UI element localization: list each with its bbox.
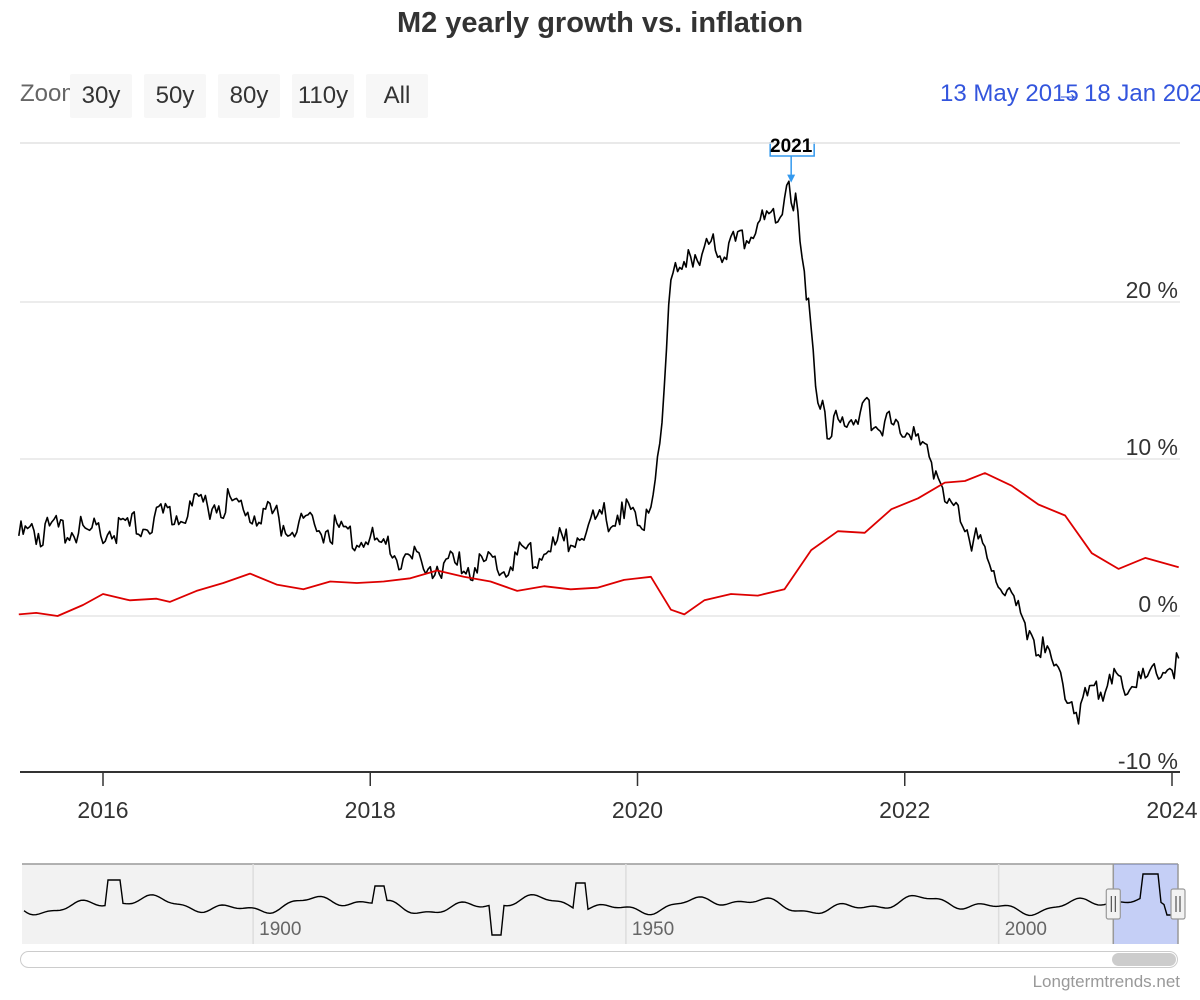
series-line-m2-growth xyxy=(18,180,1180,725)
navigator-handle-right[interactable] xyxy=(1170,864,1186,944)
y-axis-labels: -10 % 0 % 10 % 20 % xyxy=(1118,277,1178,774)
zoom-80y-button[interactable]: 80y xyxy=(218,74,280,118)
y-tick-label: 20 % xyxy=(1126,277,1178,303)
series-line-inflation xyxy=(18,472,1179,617)
y-tick-label: 10 % xyxy=(1126,434,1178,460)
x-tick-label: 2018 xyxy=(345,797,396,823)
zoom-30y-button[interactable]: 30y xyxy=(70,74,132,118)
zoom-50y-button[interactable]: 50y xyxy=(144,74,206,118)
navigator-handle-left[interactable] xyxy=(1105,864,1121,944)
y-tick-label: 0 % xyxy=(1138,591,1178,617)
zoom-all-button[interactable]: All xyxy=(366,74,428,118)
scrollbar-thumb[interactable] xyxy=(1112,953,1176,966)
navigator[interactable]: 1900 1950 2000 xyxy=(22,863,1186,944)
navigator-series-line xyxy=(23,873,1176,936)
x-tick-label: 2016 xyxy=(77,797,128,823)
range-arrow: → xyxy=(1056,80,1080,107)
grid-lines xyxy=(20,142,1180,617)
y-tick-label: -10 % xyxy=(1118,748,1178,774)
x-axis-ticks: 2016 2018 2020 2022 2024 xyxy=(77,772,1198,823)
series-group xyxy=(18,180,1180,725)
annotation-arrow xyxy=(787,174,796,183)
x-tick-label: 2024 xyxy=(1146,797,1197,823)
credits-link[interactable]: Longtermtrends.net xyxy=(1032,972,1180,991)
range-from-date[interactable]: 13 May 2015 xyxy=(940,80,1079,107)
annotation-flag-label: 2021 xyxy=(770,136,813,157)
x-tick-label: 2020 xyxy=(612,797,663,823)
zoom-110y-button[interactable]: 110y xyxy=(292,74,354,118)
scrollbar-track[interactable] xyxy=(20,951,1178,968)
annotation-clip xyxy=(767,120,818,142)
navigator-handle-grip[interactable] xyxy=(1170,888,1186,920)
navigator-tick-label: 2000 xyxy=(1005,919,1047,940)
navigator-selection[interactable] xyxy=(1113,864,1178,944)
navigator-handle-grip[interactable] xyxy=(1105,888,1121,920)
range-to-date[interactable]: 18 Jan 2024 xyxy=(1084,80,1200,107)
navigator-tick-label: 1950 xyxy=(632,919,674,940)
annotation-group: 2021 xyxy=(20,120,1180,183)
chart-title: M2 yearly growth vs. inflation xyxy=(396,7,804,39)
navigator-tick-label: 1900 xyxy=(259,919,301,940)
zoom-label: Zoom xyxy=(20,80,72,107)
x-tick-label: 2022 xyxy=(879,797,930,823)
